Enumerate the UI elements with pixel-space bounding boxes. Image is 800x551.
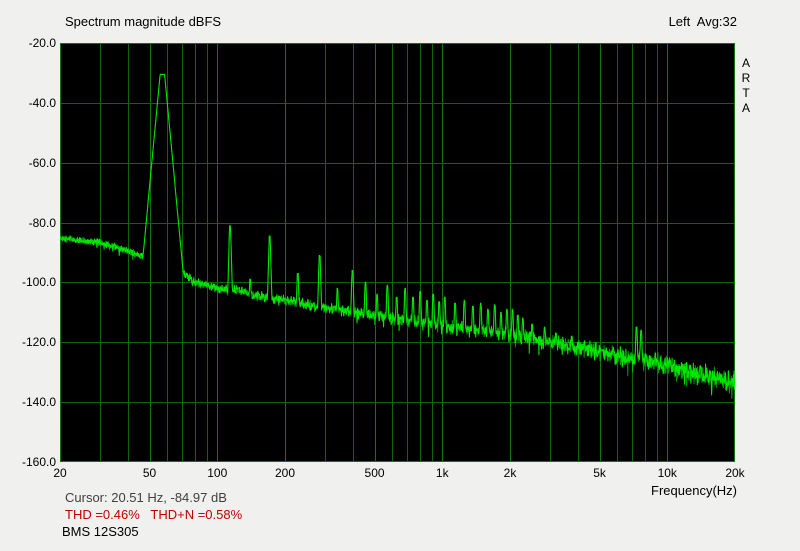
x-tick-label: 500 — [364, 466, 385, 480]
arta-letter: A — [741, 56, 750, 70]
x-tick-label: 10k — [657, 466, 677, 480]
thd-readout: THD =0.46% THD+N =0.58% — [65, 507, 243, 522]
y-tick-label: -160.0 — [21, 455, 56, 469]
y-tick-label: -20.0 — [28, 36, 56, 50]
arta-letter: R — [741, 71, 751, 85]
x-axis-title: Frequency(Hz) — [651, 483, 737, 498]
y-tick-label: -120.0 — [21, 335, 56, 350]
chart-title: Spectrum magnitude dBFS — [65, 14, 222, 29]
x-tick-label: 2k — [503, 466, 517, 480]
arta-letter: T — [742, 86, 750, 100]
x-tick-label: 1k — [435, 466, 449, 480]
x-tick-label: 5k — [593, 466, 606, 480]
x-tick-label: 20k — [725, 466, 745, 480]
x-tick-label: 50 — [142, 466, 157, 480]
spectrum-plot-area[interactable] — [60, 43, 735, 462]
cursor-readout: Cursor: 20.51 Hz, -84.97 dB — [65, 490, 227, 505]
x-tick-label: 100 — [207, 466, 228, 480]
x-tick-label: 200 — [274, 466, 296, 480]
channel-average-info: Left Avg:32 — [668, 14, 737, 29]
x-tick-label: 20 — [53, 466, 67, 480]
device-label: BMS 12S305 — [62, 524, 139, 539]
y-tick-label: -80.0 — [28, 215, 56, 230]
arta-letter: A — [741, 101, 750, 115]
y-tick-label: -40.0 — [28, 95, 56, 110]
y-tick-label: -60.0 — [28, 155, 56, 170]
y-tick-label: -100.0 — [21, 275, 56, 290]
y-tick-label: -140.0 — [21, 395, 56, 410]
